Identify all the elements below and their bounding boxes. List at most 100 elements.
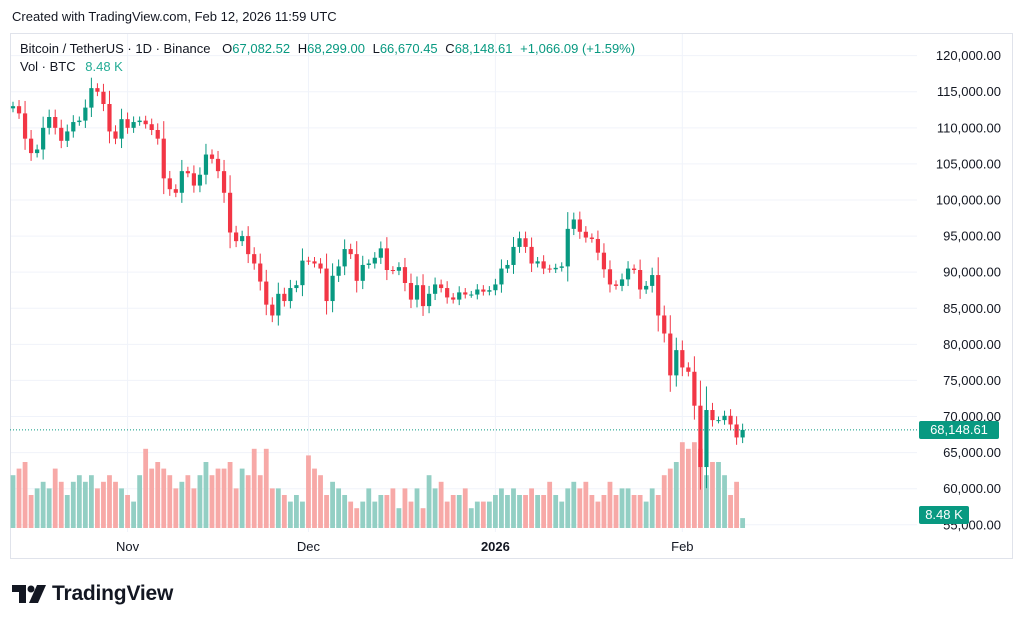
candles <box>10 77 745 490</box>
candle-body <box>547 268 552 270</box>
volume-bar <box>354 508 360 528</box>
candle-body <box>366 263 371 265</box>
volume-bar <box>107 475 112 528</box>
candle-body <box>535 261 540 264</box>
price-tick-label: 85,000.00 <box>943 301 1001 316</box>
candle-body <box>209 154 215 159</box>
candle-body <box>227 192 233 233</box>
volume-bar <box>420 508 426 528</box>
candle-body <box>728 415 733 425</box>
candle-body <box>565 228 570 267</box>
candle-body <box>203 154 209 175</box>
candle-body <box>396 267 402 271</box>
volume-bar <box>474 501 480 528</box>
open-value: 67,082.52 <box>232 41 291 56</box>
volume-bar <box>710 462 715 528</box>
candle-body <box>625 268 631 280</box>
candle-body <box>95 88 100 92</box>
candle-body <box>179 171 184 193</box>
price-tick-label: 90,000.00 <box>943 265 1001 280</box>
candle-body <box>650 275 655 286</box>
candle-body <box>354 254 359 281</box>
candle-body <box>221 171 227 193</box>
candle-body <box>619 279 625 286</box>
volume-bar <box>396 508 402 528</box>
candle-body <box>475 289 480 295</box>
volume-bar <box>505 495 510 528</box>
price-tick-label: 100,000.00 <box>936 193 1001 208</box>
candle-body <box>83 107 88 121</box>
candle-body <box>426 293 432 307</box>
time-tick-label: Feb <box>671 539 693 554</box>
volume-bar <box>161 468 167 528</box>
candle-body <box>469 294 474 296</box>
price-tick-label: 105,000.00 <box>936 156 1001 171</box>
volume-bar <box>64 495 70 528</box>
close-label: C <box>445 41 455 56</box>
candle-body <box>161 138 166 179</box>
candle-body <box>698 405 703 468</box>
volume-bar <box>607 481 613 528</box>
volume-bar <box>655 495 661 528</box>
volume-bar <box>740 518 746 528</box>
candle-body <box>35 149 40 154</box>
open-label: O <box>222 41 233 56</box>
low-label: L <box>372 41 380 56</box>
chart-frame[interactable] <box>10 33 1013 559</box>
candle-body <box>607 269 613 285</box>
candle-body <box>631 268 637 271</box>
volume-bar <box>257 475 263 528</box>
volume-bar <box>438 481 444 528</box>
candle-body <box>529 246 534 264</box>
volume-label: Vol · BTC <box>20 59 76 74</box>
candle-body <box>101 91 106 105</box>
volume-bar <box>185 475 191 528</box>
candle-body <box>282 293 287 302</box>
volume-bar <box>58 481 64 528</box>
candle-body <box>312 261 317 264</box>
volume-bar <box>450 495 456 528</box>
volume-bar <box>300 501 305 528</box>
volume-bar <box>125 495 130 528</box>
candle-body <box>384 248 389 271</box>
volume-bar <box>233 488 239 528</box>
candle-body <box>577 219 582 232</box>
volume-bar <box>571 481 577 528</box>
volume-bar <box>113 481 118 528</box>
volume-bar <box>348 501 354 528</box>
tradingview-brand[interactable]: TradingView <box>12 582 173 606</box>
candle-body <box>662 315 667 334</box>
price-tick-label: 60,000.00 <box>943 481 1001 496</box>
volume-value: 8.48 K <box>85 59 123 74</box>
volume-bar <box>227 462 233 528</box>
candle-body <box>710 410 715 421</box>
volume-bar <box>324 495 329 528</box>
candle-body <box>234 232 239 242</box>
volume-bar <box>245 475 251 528</box>
volume-bar <box>149 468 155 528</box>
price-tick-label: 75,000.00 <box>943 373 1001 388</box>
candle-body <box>372 257 377 264</box>
candle-body <box>131 122 136 128</box>
volume-bar <box>613 495 619 528</box>
volume-bar <box>643 501 649 528</box>
volume-bar <box>595 501 601 528</box>
candle-body <box>613 284 619 286</box>
candle-body <box>505 264 510 269</box>
volume-bar <box>685 448 691 528</box>
volume-bar <box>499 488 504 528</box>
volume-bar <box>70 481 76 528</box>
volume-bar <box>589 495 595 528</box>
volume-bar <box>330 481 335 528</box>
tradingview-logo-icon <box>12 585 46 603</box>
candle-body <box>511 246 516 265</box>
time-tick-label: 2026 <box>481 539 510 554</box>
time-axis: Nov Dec 2026 Feb <box>116 539 694 554</box>
volume-bar <box>408 501 414 528</box>
last-price-tag: 68,148.61 <box>919 420 999 439</box>
high-label: H <box>297 41 308 56</box>
candle-body <box>493 284 498 291</box>
volume-bar <box>366 488 372 528</box>
candle-body <box>191 173 196 186</box>
